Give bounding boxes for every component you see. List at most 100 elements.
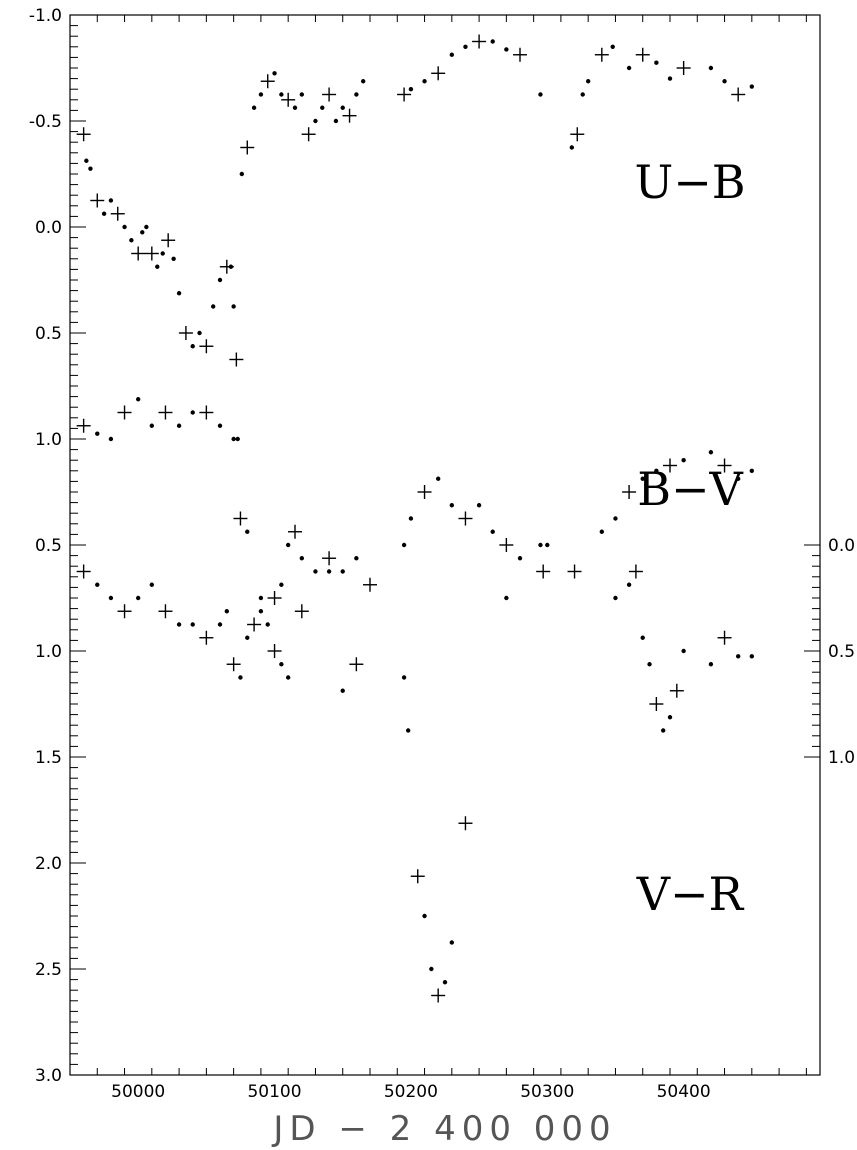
point-plus-0-36 (281, 92, 296, 107)
point-dot-0-1 (84, 158, 89, 163)
point-plus-0-45 (342, 108, 357, 123)
point-dot-1-35 (490, 529, 495, 534)
point-dot-1-7 (176, 622, 182, 627)
point-dot-2-7 (176, 423, 182, 428)
panel-label-b-v: B−V (637, 462, 743, 516)
point-dot-0-67 (654, 60, 659, 65)
point-plus-1-36 (499, 538, 514, 552)
point-dot-2-40 (660, 728, 666, 733)
point-plus-1-48 (717, 458, 732, 473)
point-dot-0-71 (722, 79, 727, 84)
point-dot-0-59 (569, 145, 575, 150)
point-dot-0-62 (585, 79, 591, 84)
point-plus-0-69 (676, 61, 691, 75)
point-plus-0-18 (178, 326, 193, 340)
point-dot-1-44 (654, 468, 659, 473)
data-points (76, 34, 755, 1003)
x-tick-label: 50100 (247, 1082, 301, 1102)
point-dot-1-37 (517, 556, 523, 561)
x-axis-label: JD − 2 400 000 (271, 1109, 616, 1149)
point-dot-2-8 (190, 410, 195, 415)
point-dot-1-50 (749, 468, 755, 473)
point-plus-0-0 (76, 127, 91, 142)
point-dot-0-32 (258, 92, 264, 97)
point-plus-2-45 (717, 630, 732, 645)
point-dot-2-4 (135, 397, 141, 402)
point-plus-1-24 (322, 551, 337, 566)
point-dot-1-28 (401, 542, 407, 548)
point-dot-2-17 (285, 675, 291, 680)
point-dot-0-61 (580, 92, 585, 97)
point-dot-2-11 (231, 436, 236, 442)
point-plus-0-72 (731, 87, 746, 102)
point-dot-0-13 (155, 264, 160, 269)
point-plus-2-0 (76, 418, 91, 433)
point-dot-0-14 (160, 251, 165, 256)
point-dot-0-70 (708, 65, 714, 71)
point-dot-0-10 (140, 230, 145, 235)
point-plus-2-6 (158, 405, 173, 420)
point-plus-2-24 (410, 869, 425, 884)
point-dot-2-13 (245, 529, 250, 534)
point-dot-0-43 (333, 118, 339, 124)
point-dot-2-34 (613, 595, 618, 601)
point-dot-1-8 (190, 622, 195, 627)
x-tick-label: 50200 (384, 1082, 438, 1102)
point-dot-0-68 (667, 76, 673, 81)
panel-label-u-b: U−B (634, 155, 745, 209)
point-dot-0-7 (122, 224, 127, 230)
y-tick-label-left: 0.5 (35, 324, 62, 344)
point-dot-0-44 (340, 105, 345, 110)
point-dot-2-14 (258, 595, 264, 601)
point-dot-1-11 (224, 609, 230, 614)
point-dot-0-34 (272, 71, 277, 76)
point-dot-1-31 (435, 476, 441, 481)
point-plus-2-18 (294, 604, 309, 619)
point-dot-0-41 (320, 105, 325, 110)
point-plus-1-9 (199, 630, 214, 645)
point-dot-1-32 (449, 503, 455, 508)
point-plus-2-12 (233, 511, 248, 526)
point-plus-0-51 (431, 66, 446, 81)
x-tick-label: 50400 (657, 1082, 711, 1102)
point-dot-2-20 (340, 688, 345, 693)
point-dot-1-43 (640, 476, 645, 481)
point-dot-1-22 (299, 556, 305, 561)
point-dot-0-65 (626, 65, 632, 71)
point-dot-2-38 (647, 662, 652, 667)
point-plus-0-30 (240, 140, 255, 155)
point-plus-2-27 (431, 988, 446, 1003)
point-plus-1-6 (158, 604, 173, 619)
point-dot-1-19 (279, 582, 284, 587)
point-dot-1-40 (599, 529, 605, 534)
point-plus-0-33 (260, 74, 275, 89)
point-dot-0-52 (449, 52, 455, 57)
point-plus-0-12 (144, 246, 159, 261)
point-plus-0-15 (161, 233, 176, 248)
point-dot-1-41 (613, 516, 618, 521)
point-dot-0-49 (408, 87, 414, 92)
point-dot-0-19 (190, 344, 195, 349)
point-plus-2-30 (458, 816, 473, 831)
point-dot-0-55 (490, 39, 495, 44)
point-dot-2-10 (217, 423, 223, 428)
point-dot-2-47 (749, 654, 755, 659)
point-dot-1-16 (258, 609, 264, 614)
point-dot-1-49 (735, 476, 741, 481)
point-dot-2-32 (538, 542, 543, 548)
point-plus-1-27 (363, 577, 377, 592)
point-plus-0-27 (229, 352, 244, 367)
y-tick-label-left: 0.0 (35, 218, 62, 238)
y-tick-label-right: 0.5 (828, 642, 855, 662)
point-plus-2-3 (117, 405, 132, 420)
point-dot-0-73 (749, 84, 755, 89)
point-dot-0-25 (228, 264, 234, 269)
panel-label-v-r: V−R (636, 867, 745, 921)
y-tick-label-left: -1.0 (29, 6, 62, 26)
point-dot-1-29 (408, 516, 414, 521)
point-dot-0-5 (108, 198, 114, 203)
point-dot-2-43 (681, 648, 686, 654)
point-dot-0-37 (292, 105, 298, 110)
point-plus-0-48 (397, 87, 412, 102)
point-dot-1-20 (285, 542, 291, 548)
